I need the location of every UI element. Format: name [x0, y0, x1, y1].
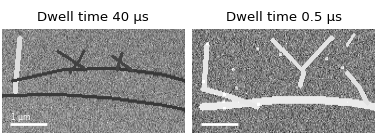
Text: Dwell time 0.5 μs: Dwell time 0.5 μs: [226, 11, 341, 24]
Text: 1 μm: 1 μm: [11, 113, 31, 122]
Text: Dwell time 40 μs: Dwell time 40 μs: [37, 11, 149, 24]
